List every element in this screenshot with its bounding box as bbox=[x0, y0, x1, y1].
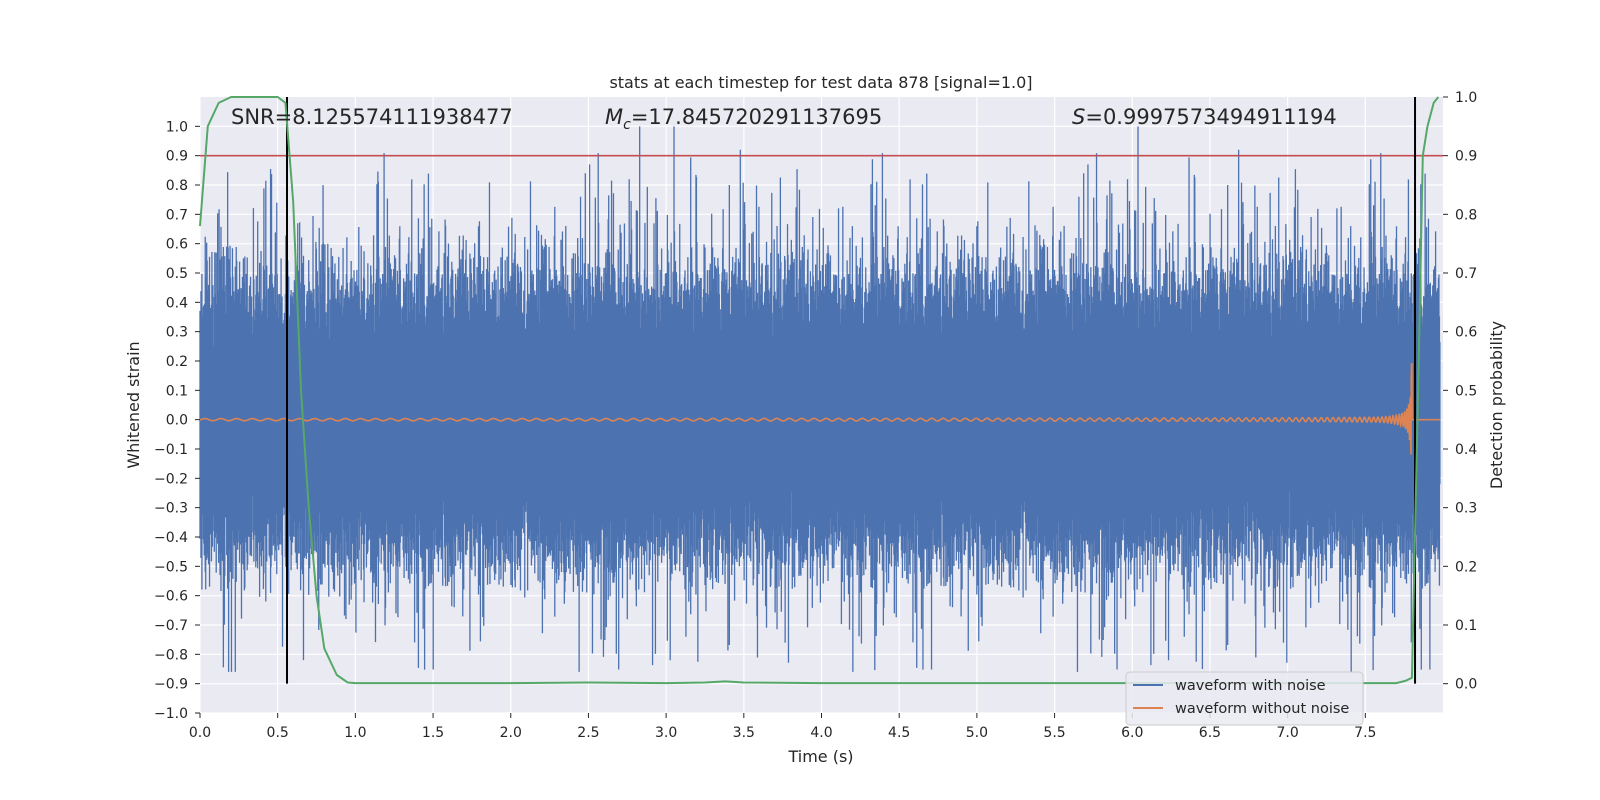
legend: waveform with noise waveform without noi… bbox=[1125, 671, 1364, 726]
y-tick-label: −0.1 bbox=[154, 442, 188, 458]
chart-title: stats at each timestep for test data 878… bbox=[609, 73, 1032, 92]
y-tick-label: 0.3 bbox=[166, 325, 188, 341]
y2-tick-label: 0.7 bbox=[1455, 266, 1477, 282]
y2-tick-label: 0.5 bbox=[1455, 383, 1477, 399]
x-axis-ticks: 0.0 0.5 1.0 1.5 2.0 2.5 3.0 3.5 4.0 4.5 5.0 5.5 6.0 6… bbox=[189, 713, 1376, 741]
x-tick-label: 0.0 bbox=[189, 725, 211, 741]
y-tick-label: −0.2 bbox=[154, 471, 188, 487]
y2-tick-label: 0.3 bbox=[1455, 501, 1477, 517]
y2-tick-label: 0.0 bbox=[1455, 677, 1477, 693]
legend-label-noise: waveform with noise bbox=[1175, 678, 1326, 694]
chirp-mass-symbol: M bbox=[605, 105, 623, 129]
x-tick-label: 3.0 bbox=[655, 725, 677, 741]
x-tick-label: 4.0 bbox=[810, 725, 832, 741]
x-tick-label: 0.5 bbox=[267, 725, 289, 741]
y-tick-label: −1.0 bbox=[154, 706, 188, 722]
y-tick-label: 0.2 bbox=[166, 354, 188, 370]
chirp-mass-annotation: Mc=17.845720291137695 bbox=[605, 105, 882, 133]
x-tick-label: 7.5 bbox=[1354, 725, 1376, 741]
score-annotation: S=0.9997573494911194 bbox=[1072, 105, 1337, 129]
x-tick-label: 2.5 bbox=[577, 725, 599, 741]
y-tick-label: −0.9 bbox=[154, 677, 188, 693]
x-tick-label: 6.5 bbox=[1199, 725, 1221, 741]
y-tick-label: −0.6 bbox=[154, 589, 188, 605]
snr-annotation: SNR=8.125574111938477 bbox=[231, 105, 513, 129]
y2-tick-label: 0.2 bbox=[1455, 559, 1477, 575]
y2-tick-label: 0.9 bbox=[1455, 149, 1477, 165]
chirp-mass-value: =17.845720291137695 bbox=[631, 105, 882, 129]
y2-axis-label: Detection probability bbox=[1487, 321, 1506, 489]
detection-probability-line bbox=[199, 96, 1440, 685]
score-symbol: S bbox=[1072, 105, 1085, 129]
legend-box bbox=[1125, 671, 1364, 726]
y2-axis-ticks: 1.0 0.9 0.8 0.7 0.6 0.5 0.4 0.3 0.2 0.1 0.0 bbox=[1443, 90, 1477, 693]
y-tick-label: 0.1 bbox=[166, 383, 188, 399]
x-tick-label: 2.0 bbox=[500, 725, 522, 741]
y-tick-label: 0.5 bbox=[166, 266, 188, 282]
y-tick-label: −0.3 bbox=[154, 501, 188, 517]
x-tick-label: 7.0 bbox=[1276, 725, 1298, 741]
overlay-lines bbox=[199, 96, 1443, 685]
x-tick-label: 6.0 bbox=[1121, 725, 1143, 741]
y-tick-label: 0.4 bbox=[166, 295, 188, 311]
y-tick-label: −0.5 bbox=[154, 559, 188, 575]
y-axis-ticks: 1.0 0.9 0.8 0.7 0.6 0.5 0.4 0.3 0.2 0.1 0.0 −0.1 −0.… bbox=[154, 119, 200, 722]
x-tick-label: 5.5 bbox=[1043, 725, 1065, 741]
y2-tick-label: 0.6 bbox=[1455, 325, 1477, 341]
x-tick-label: 3.5 bbox=[733, 725, 755, 741]
x-tick-label: 1.5 bbox=[422, 725, 444, 741]
x-tick-label: 4.5 bbox=[888, 725, 910, 741]
y-tick-label: 0.7 bbox=[166, 207, 188, 223]
x-axis-label: Time (s) bbox=[787, 747, 853, 766]
y-tick-label: −0.7 bbox=[154, 618, 188, 634]
chirp-mass-subscript: c bbox=[623, 117, 631, 133]
y2-tick-label: 1.0 bbox=[1455, 90, 1477, 106]
y2-tick-label: 0.8 bbox=[1455, 207, 1477, 223]
score-value: =0.9997573494911194 bbox=[1085, 105, 1336, 129]
y-tick-label: 0.6 bbox=[166, 237, 188, 253]
y2-tick-label: 0.4 bbox=[1455, 442, 1477, 458]
y-tick-label: 1.0 bbox=[166, 119, 188, 135]
clean-waveform-line bbox=[199, 363, 1440, 455]
legend-label-clean: waveform without noise bbox=[1175, 701, 1349, 717]
x-tick-label: 5.0 bbox=[966, 725, 988, 741]
y2-tick-label: 0.1 bbox=[1455, 618, 1477, 634]
y-tick-label: 0.0 bbox=[166, 413, 188, 429]
x-tick-label: 1.0 bbox=[344, 725, 366, 741]
y-tick-label: 0.8 bbox=[166, 178, 188, 194]
y-tick-label: 0.9 bbox=[166, 149, 188, 165]
y-tick-label: −0.8 bbox=[154, 647, 188, 663]
y-tick-label: −0.4 bbox=[154, 530, 188, 546]
y-axis-label: Whitened strain bbox=[124, 341, 143, 468]
clean-waveform-series bbox=[199, 363, 1440, 455]
